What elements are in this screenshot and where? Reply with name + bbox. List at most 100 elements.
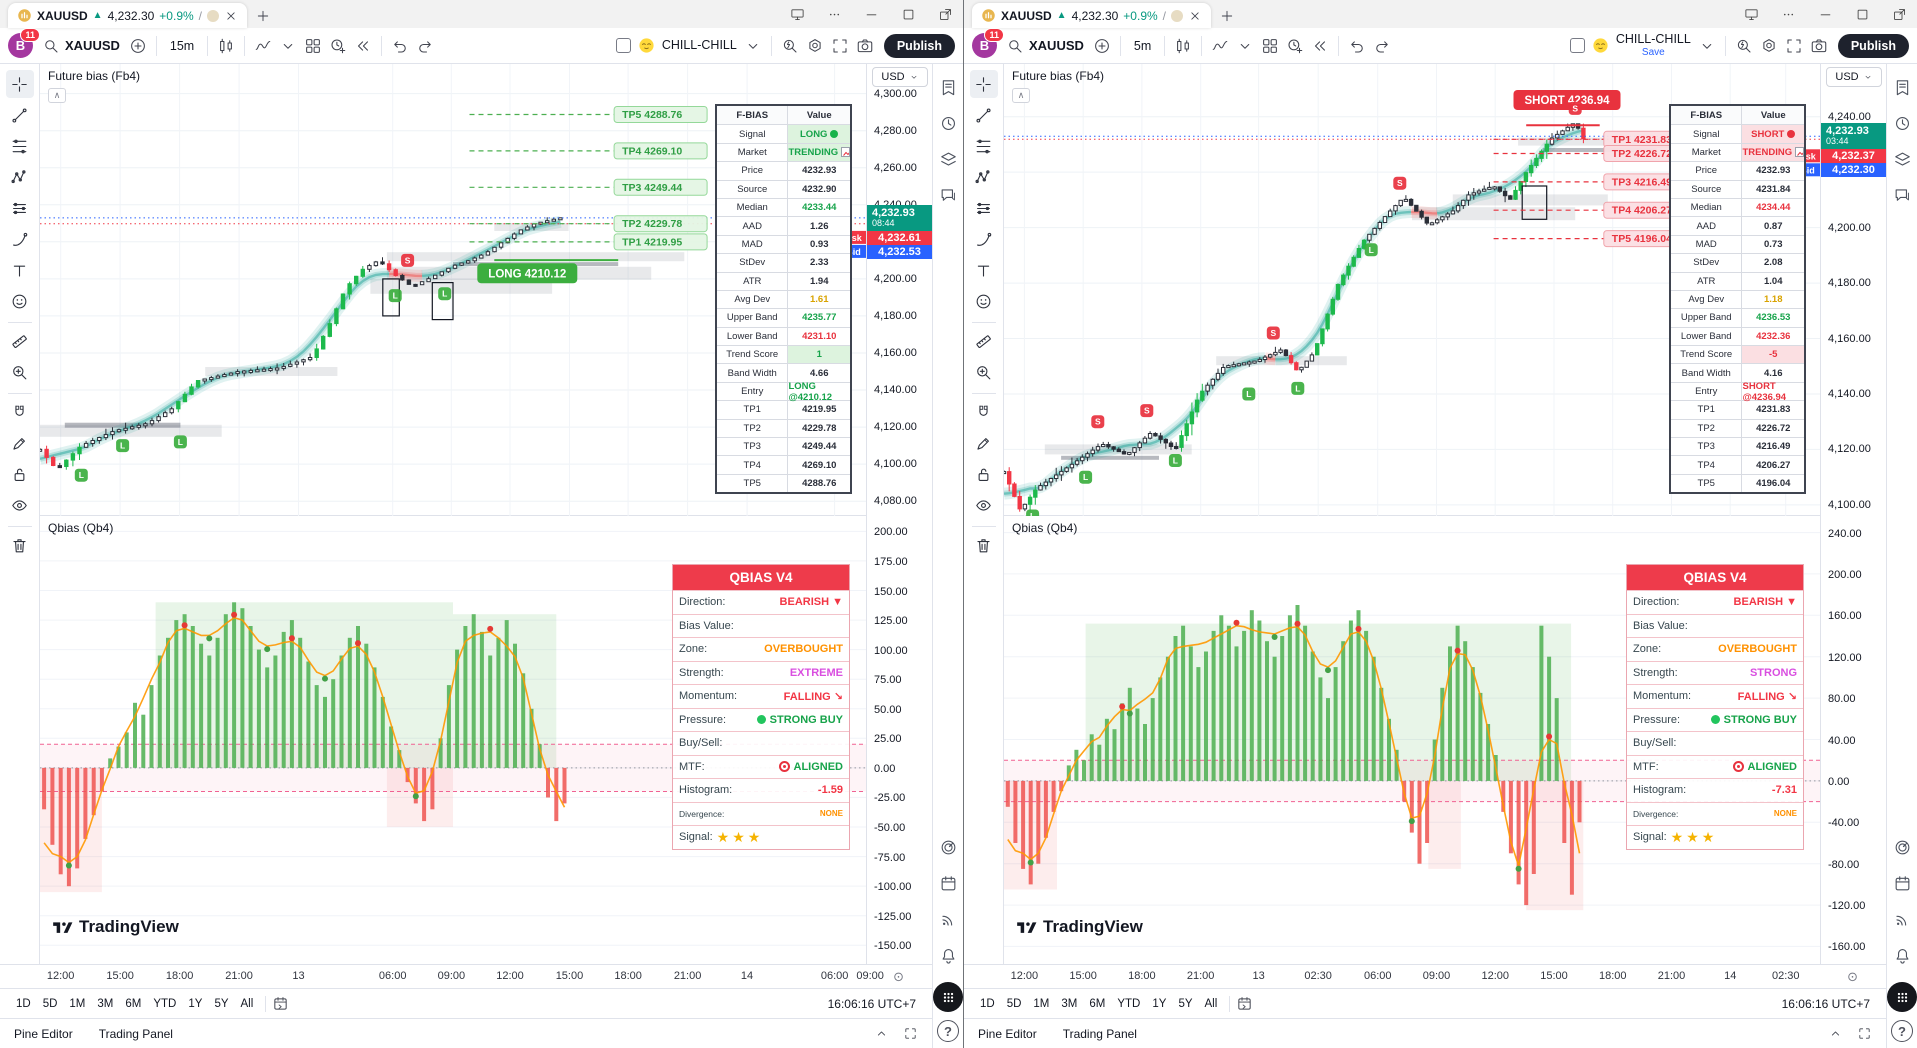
compare-add-icon[interactable] [1093,37,1111,55]
trend-line-icon[interactable] [970,101,998,129]
news-signal-icon[interactable] [939,910,958,929]
emoji-tool-icon[interactable] [970,287,998,315]
undo-icon[interactable] [1348,37,1366,55]
tradingview-logo[interactable]: TradingView [1016,917,1143,937]
maximize-icon[interactable] [1855,7,1870,22]
range-3m[interactable]: 3M [1061,997,1078,1010]
fib-retracement-icon[interactable] [970,132,998,160]
layout-templates-icon[interactable] [1261,37,1279,55]
redo-icon[interactable] [1373,37,1391,55]
trading-panel-tab[interactable]: Trading Panel [98,1026,173,1041]
pane-collapse-button[interactable]: ∧ [1012,88,1030,103]
indicators-chevron-icon[interactable] [279,37,297,55]
price-axis[interactable]: USD4,300.004,280.004,260.004,240.004,200… [866,64,932,964]
range-all[interactable]: All [1204,997,1218,1010]
hide-tool-icon[interactable] [970,491,998,519]
time-axis[interactable]: ⊙ 12:00 15:00 18:00 21:00 13 02:30 06:00 09:00 12… [964,964,1886,988]
range-5d[interactable]: 5D [1006,997,1022,1010]
monitor-icon[interactable] [790,7,805,22]
hide-tool-icon[interactable] [6,491,34,519]
layout-chevron-icon[interactable] [1698,37,1716,55]
symbol-search[interactable]: XAUUSD [1004,37,1086,55]
fib-retracement-icon[interactable] [6,132,34,160]
lock-icon[interactable] [6,460,34,488]
multi-select-checkbox[interactable] [615,38,631,53]
range-1d[interactable]: 1D [16,997,31,1010]
ruler-icon[interactable] [6,327,34,355]
new-tab-icon[interactable] [255,8,271,24]
monitor-icon[interactable] [1744,7,1759,22]
create-alert-icon[interactable] [329,37,347,55]
redo-icon[interactable] [416,37,434,55]
layout-menu[interactable]: CHILL-CHILL [661,37,737,52]
fullscreen-icon[interactable] [831,37,849,55]
tradingview-logo[interactable]: TradingView [52,917,179,937]
axis-settings-icon[interactable]: ⊙ [893,969,904,984]
crosshair-icon[interactable] [969,70,998,98]
xabcd-pattern-icon[interactable] [6,163,34,191]
calendar-icon[interactable] [1893,874,1912,893]
fullscreen-icon[interactable] [1785,37,1803,55]
emoji-tool-icon[interactable] [6,287,34,315]
calendar-icon[interactable] [939,874,958,893]
chat-icon[interactable] [1893,186,1912,205]
lock-icon[interactable] [970,460,998,488]
price-chart-pane[interactable]: TP1 4231.83 TP2 4226.72 TP3 4216.49 TP4 420… [1004,64,1820,516]
layers-icon[interactable] [1893,150,1912,169]
save-link[interactable]: Save [1641,46,1665,58]
clock[interactable]: 16:06:16 UTC+7 [827,996,916,1011]
notifications-bell-icon[interactable] [939,946,958,965]
brush-icon[interactable] [970,225,998,253]
publish-button[interactable]: Publish [883,33,955,58]
text-tool-icon[interactable] [6,256,34,284]
range-1m[interactable]: 1M [69,997,86,1010]
chart-style-icon[interactable] [217,37,235,55]
chart-settings-icon[interactable] [1760,37,1778,55]
currency-dropdown[interactable]: USD [1826,67,1882,87]
trend-line-icon[interactable] [6,101,34,129]
compare-add-icon[interactable] [129,37,147,55]
data-target-icon[interactable] [939,838,958,857]
range-1y[interactable]: 1Y [1152,997,1167,1010]
crosshair-icon[interactable] [5,70,34,98]
symbol-tab[interactable]: XAUUSD ▲ 4,232.30 +0.9% / [8,3,247,28]
apps-grid-icon[interactable] [933,982,963,1012]
multi-select-checkbox[interactable] [1569,38,1585,53]
chart-settings-icon[interactable] [806,37,824,55]
drawing-lock-icon[interactable] [6,429,34,457]
bar-replay-icon[interactable] [354,37,372,55]
long-short-position-icon[interactable] [6,194,34,222]
text-tool-icon[interactable] [970,256,998,284]
zoom-in-icon[interactable] [970,358,998,386]
indicators-icon[interactable] [254,37,272,55]
trash-icon[interactable] [970,531,998,559]
symbol-tab[interactable]: XAUUSD ▲ 4,232.30 +0.9% / [972,3,1211,28]
create-alert-icon[interactable] [1286,37,1304,55]
oscillator-pane[interactable]: Qbias (Qb4) QBIAS V4 Direction: BEARISH ▼ Bi… [1004,516,1820,963]
avatar[interactable]: B 11 [972,28,1004,58]
help-button[interactable]: ? [1891,1020,1913,1042]
avatar[interactable]: B 11 [8,28,40,58]
chat-icon[interactable] [939,186,958,205]
timeframe-button[interactable]: 15m [169,38,195,53]
xabcd-pattern-icon[interactable] [970,163,998,191]
range-3m[interactable]: 3M [97,997,114,1010]
pane-collapse-button[interactable]: ∧ [48,88,66,103]
pine-editor-tab[interactable]: Pine Editor [978,1026,1037,1041]
snapshot-icon[interactable] [1810,37,1828,55]
price-chart-pane[interactable]: TP5 4288.76 TP4 4269.10 TP3 4249.44 TP2 422… [40,64,866,516]
popout-icon[interactable] [1892,7,1907,22]
pine-editor-tab[interactable]: Pine Editor [14,1026,73,1041]
layout-chevron-icon[interactable] [744,37,762,55]
chart-style-icon[interactable] [1174,37,1192,55]
range-1m[interactable]: 1M [1033,997,1050,1010]
price-axis[interactable]: USD 4,240.00 4,200.00 4,180.00 4,160.00 4,140… [1820,64,1886,964]
range-1d[interactable]: 1D [980,997,995,1010]
range-6m[interactable]: 6M [125,997,142,1010]
layout-templates-icon[interactable] [304,37,322,55]
goto-date-icon[interactable] [272,995,289,1012]
indicators-chevron-icon[interactable] [1236,37,1254,55]
layout-menu[interactable]: CHILL-CHILL Save [1615,32,1691,58]
more-options-icon[interactable] [1781,7,1796,22]
symbol-search[interactable]: XAUUSD [40,37,122,55]
